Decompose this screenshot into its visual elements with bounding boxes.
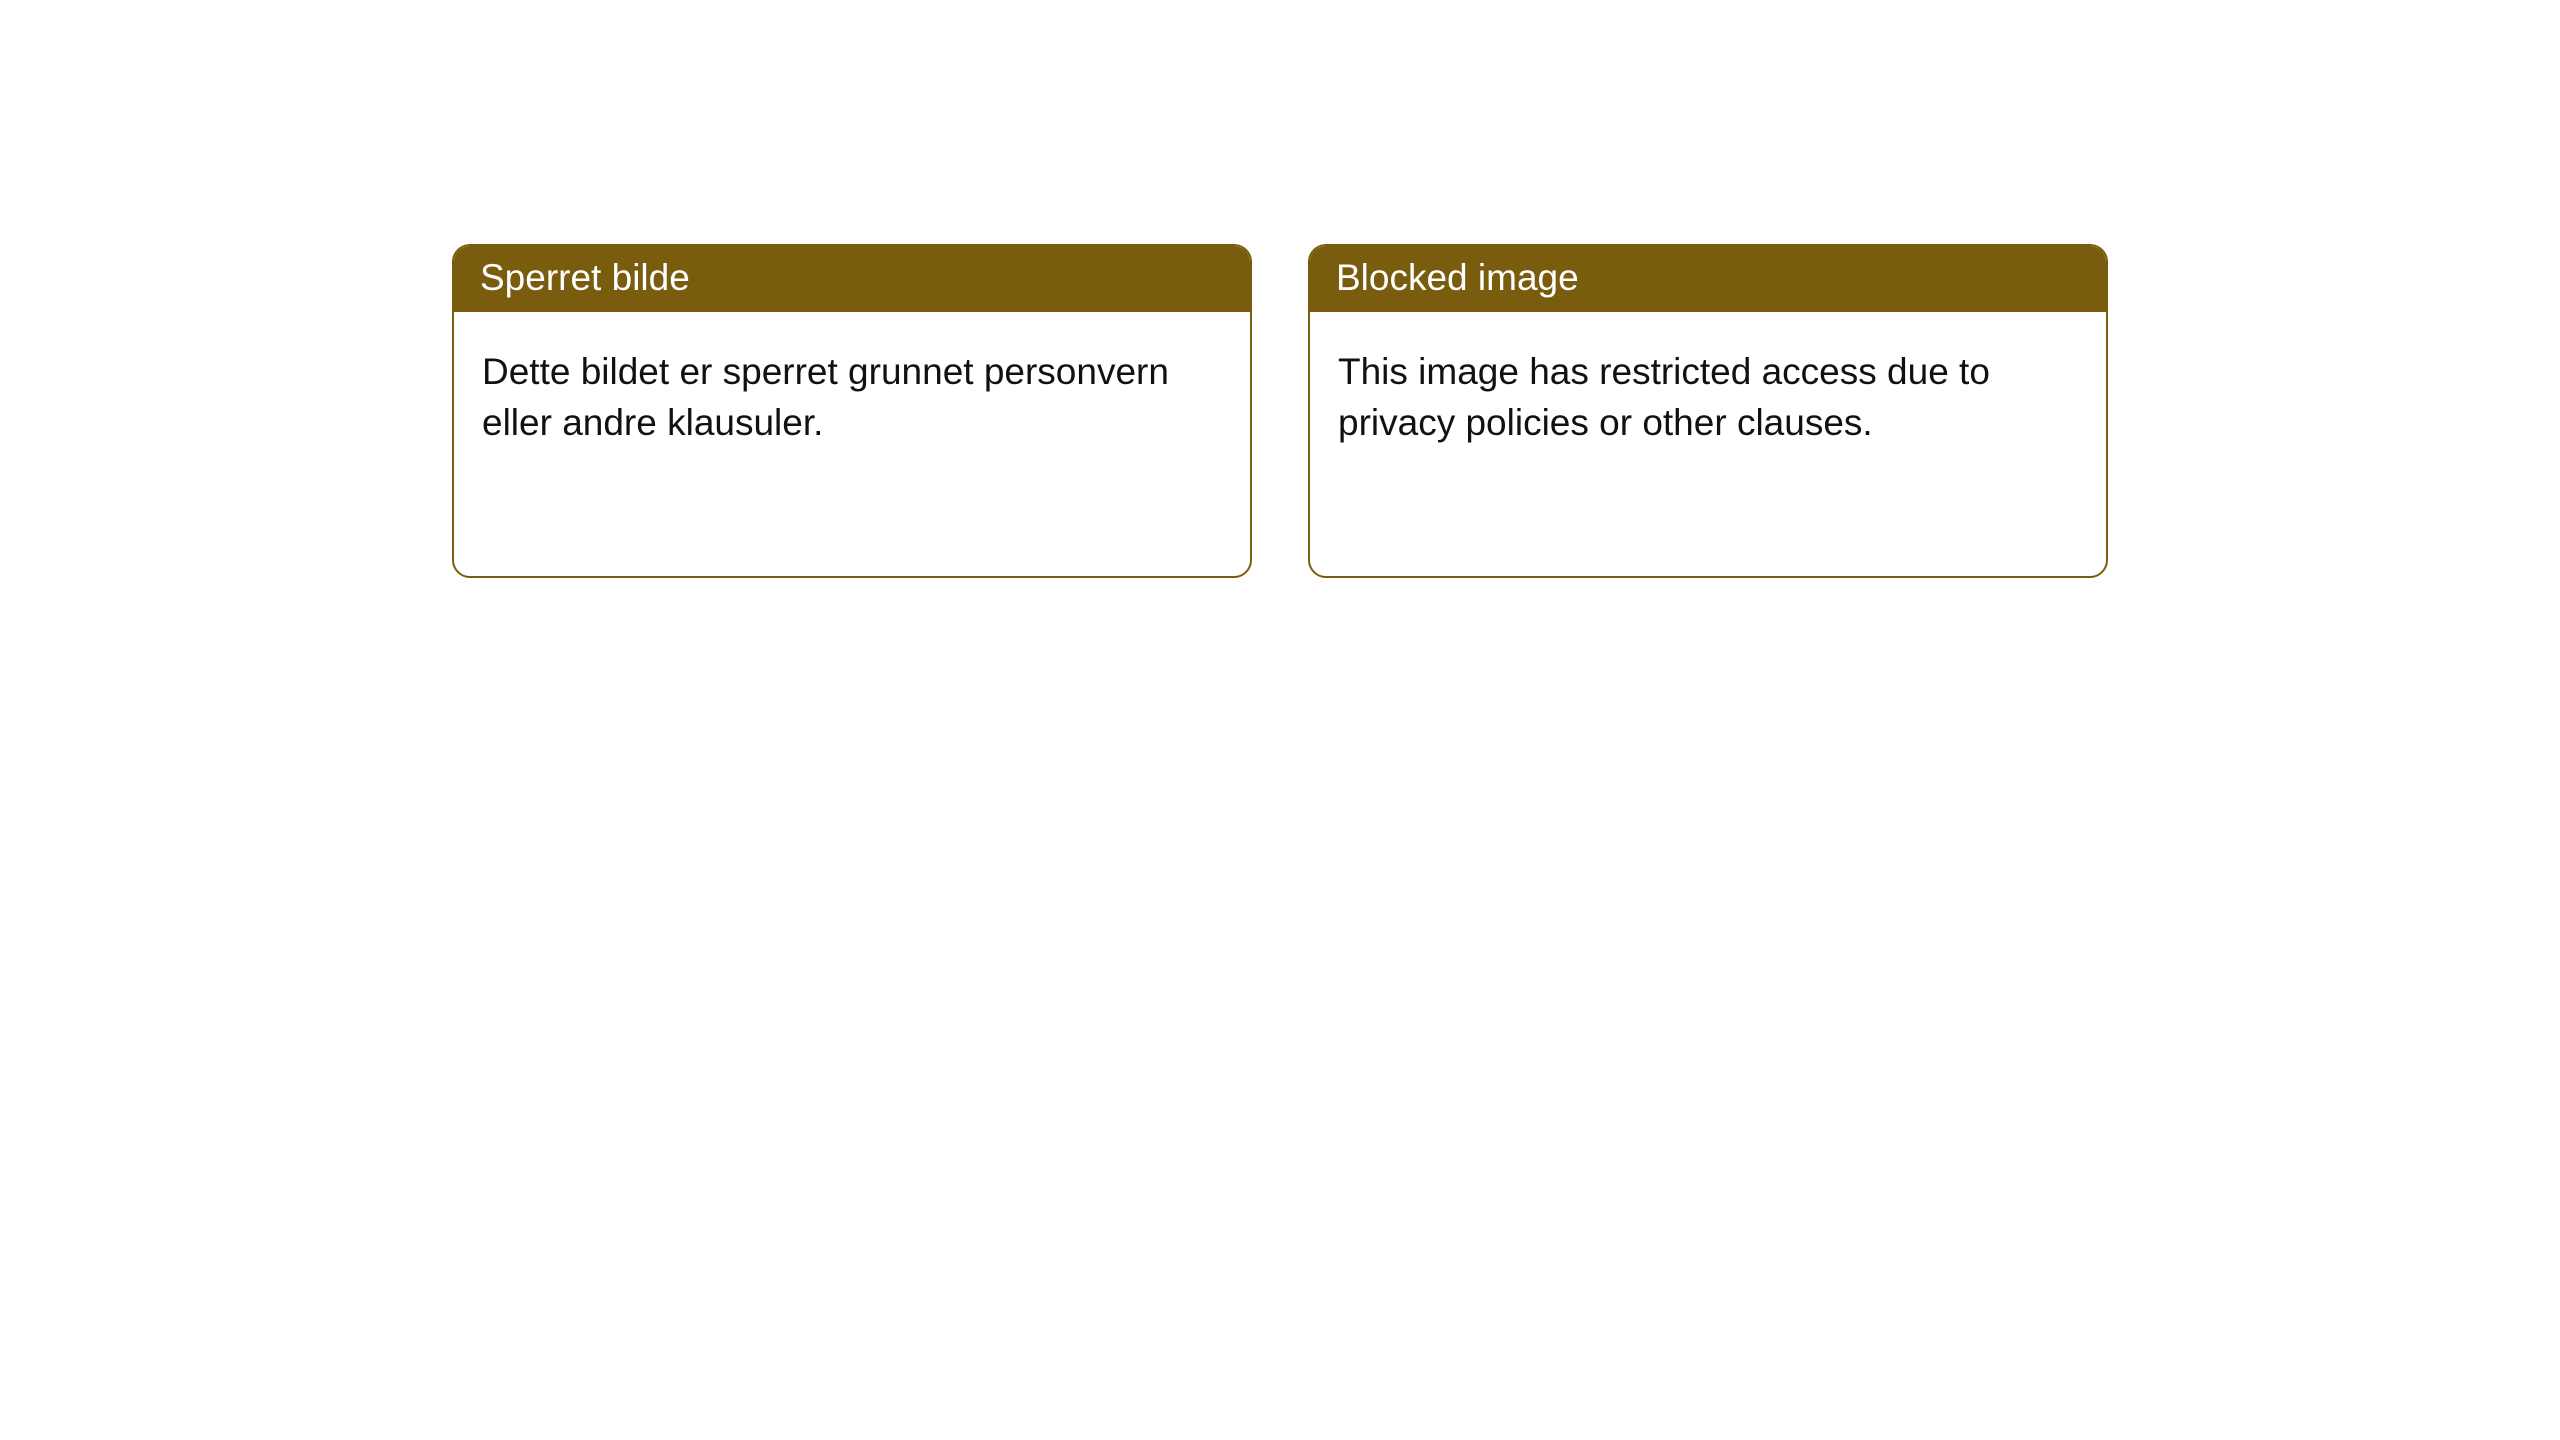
blocked-card-norwegian: Sperret bilde Dette bildet er sperret gr… <box>452 244 1252 578</box>
card-title-english: Blocked image <box>1310 246 2106 312</box>
card-body-norwegian: Dette bildet er sperret grunnet personve… <box>454 312 1250 482</box>
blocked-card-english: Blocked image This image has restricted … <box>1308 244 2108 578</box>
blocked-image-notice-container: Sperret bilde Dette bildet er sperret gr… <box>0 0 2560 578</box>
card-title-norwegian: Sperret bilde <box>454 246 1250 312</box>
card-body-english: This image has restricted access due to … <box>1310 312 2106 482</box>
